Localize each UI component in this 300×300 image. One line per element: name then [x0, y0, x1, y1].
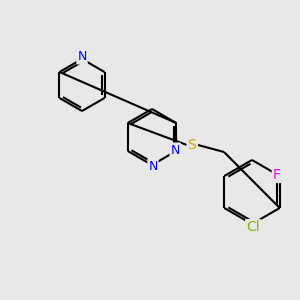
Text: N: N [77, 50, 87, 64]
Text: F: F [273, 168, 281, 182]
Text: S: S [188, 138, 196, 152]
Text: N: N [148, 160, 158, 172]
Text: Cl: Cl [246, 220, 260, 234]
Text: N: N [171, 143, 180, 157]
